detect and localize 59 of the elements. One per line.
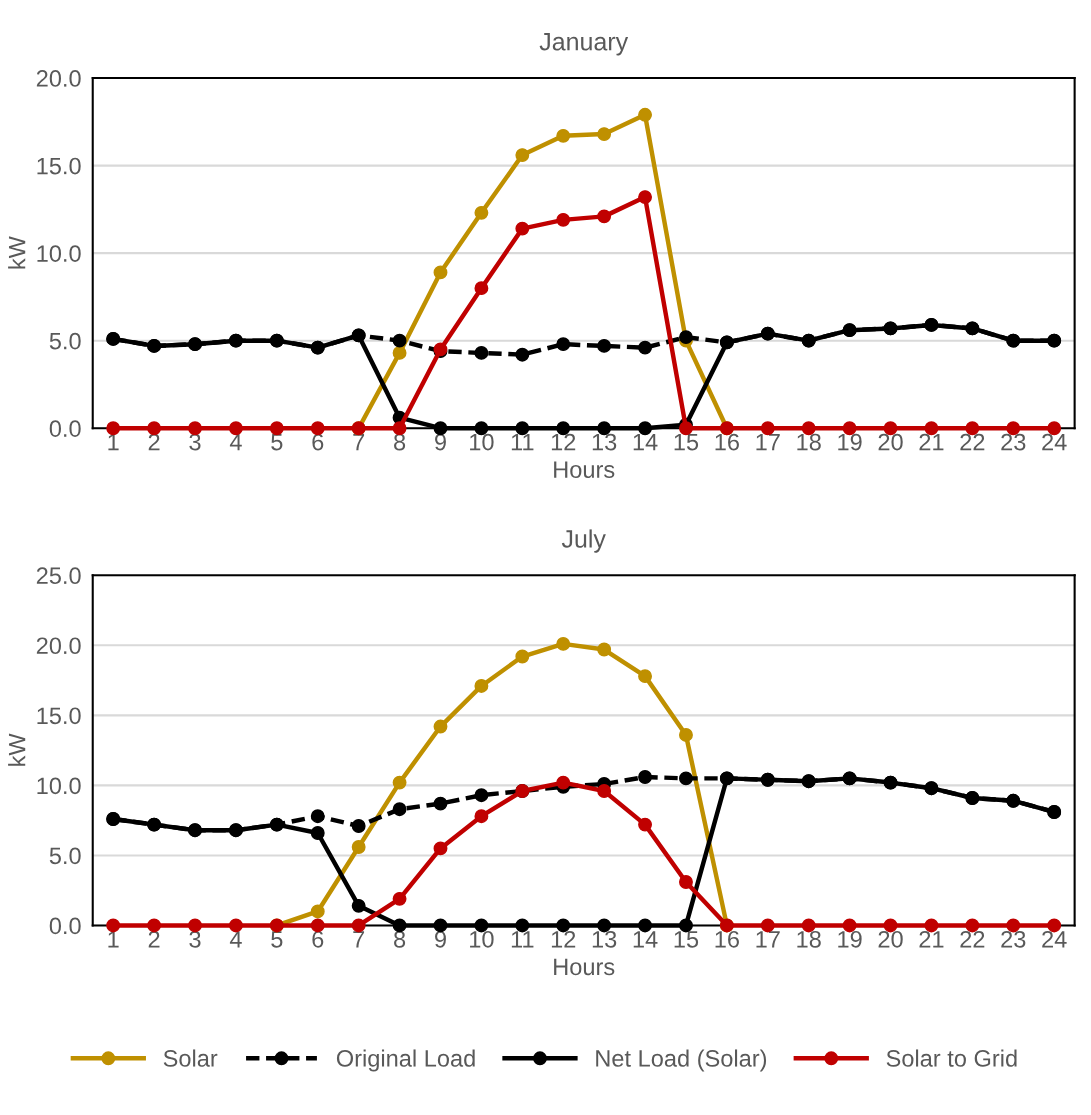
x-tick-label: 17 — [756, 433, 780, 451]
x-tick-label: 22 — [960, 433, 985, 451]
legend-label: Solar — [163, 1049, 218, 1067]
x-tick-label: 10 — [470, 433, 494, 451]
x-tick-label: 21 — [919, 433, 944, 451]
y-tick-label: 0.0 — [49, 917, 81, 935]
legend-label: Net Load (Solar) — [596, 1049, 767, 1072]
x-axis-title: Hours — [554, 461, 615, 478]
y-tick-label: 20.0 — [36, 637, 81, 655]
x-tick-label: 11 — [511, 931, 534, 948]
x-tick-label: 24 — [1042, 930, 1067, 948]
chart-title: January — [539, 33, 629, 56]
x-tick-label: 18 — [797, 433, 821, 451]
x-tick-label: 8 — [394, 433, 406, 451]
y-tick-label: 10.0 — [37, 245, 81, 262]
x-tick-label: 11 — [511, 433, 534, 451]
x-tick-label: 15 — [674, 433, 699, 451]
x-tick-label: 20 — [878, 930, 903, 948]
y-axis-title: kW — [8, 733, 26, 766]
legend-label: Solar to Grid — [886, 1049, 1017, 1067]
x-tick-label: 19 — [838, 930, 862, 948]
x-tick-label: 1 — [108, 931, 119, 948]
x-tick-label: 19 — [838, 433, 862, 451]
x-tick-label: 16 — [715, 930, 739, 948]
chart-title: July — [561, 529, 606, 553]
x-tick-label: 9 — [435, 433, 446, 451]
x-tick-label: 14 — [633, 931, 658, 948]
x-tick-label: 10 — [470, 930, 494, 948]
legend-label: Original Load — [336, 1049, 475, 1072]
x-tick-label: 22 — [960, 930, 985, 948]
x-tick-label: 4 — [229, 931, 242, 948]
x-tick-label: 6 — [312, 433, 324, 451]
y-tick-label: 10.0 — [37, 777, 81, 795]
x-tick-label: 12 — [551, 930, 576, 948]
y-tick-label: 20.0 — [36, 70, 81, 87]
x-tick-label: 13 — [592, 930, 617, 948]
x-tick-label: 21 — [919, 930, 944, 948]
x-tick-label: 8 — [394, 930, 406, 948]
y-tick-label: 0.0 — [49, 420, 81, 437]
x-axis-title: Hours — [554, 958, 615, 976]
x-tick-label: 17 — [756, 931, 780, 948]
x-tick-label: 23 — [1001, 930, 1026, 948]
y-tick-label: 25.0 — [36, 567, 81, 585]
x-tick-label: 23 — [1001, 433, 1026, 451]
x-tick-label: 14 — [633, 433, 658, 451]
y-tick-label: 15.0 — [37, 157, 81, 175]
x-tick-label: 20 — [878, 433, 903, 451]
y-tick-label: 5.0 — [49, 332, 81, 350]
x-tick-label: 13 — [592, 433, 617, 451]
x-tick-label: 18 — [797, 930, 821, 948]
x-tick-label: 12 — [551, 433, 576, 451]
x-tick-label: 24 — [1042, 433, 1067, 451]
x-tick-label: 16 — [715, 433, 739, 451]
x-tick-label: 4 — [229, 433, 242, 451]
x-tick-label: 9 — [435, 930, 446, 948]
x-tick-label: 15 — [674, 931, 699, 948]
y-tick-label: 15.0 — [37, 707, 81, 725]
y-tick-label: 5.0 — [49, 847, 81, 865]
y-axis-title: kW — [8, 236, 26, 269]
